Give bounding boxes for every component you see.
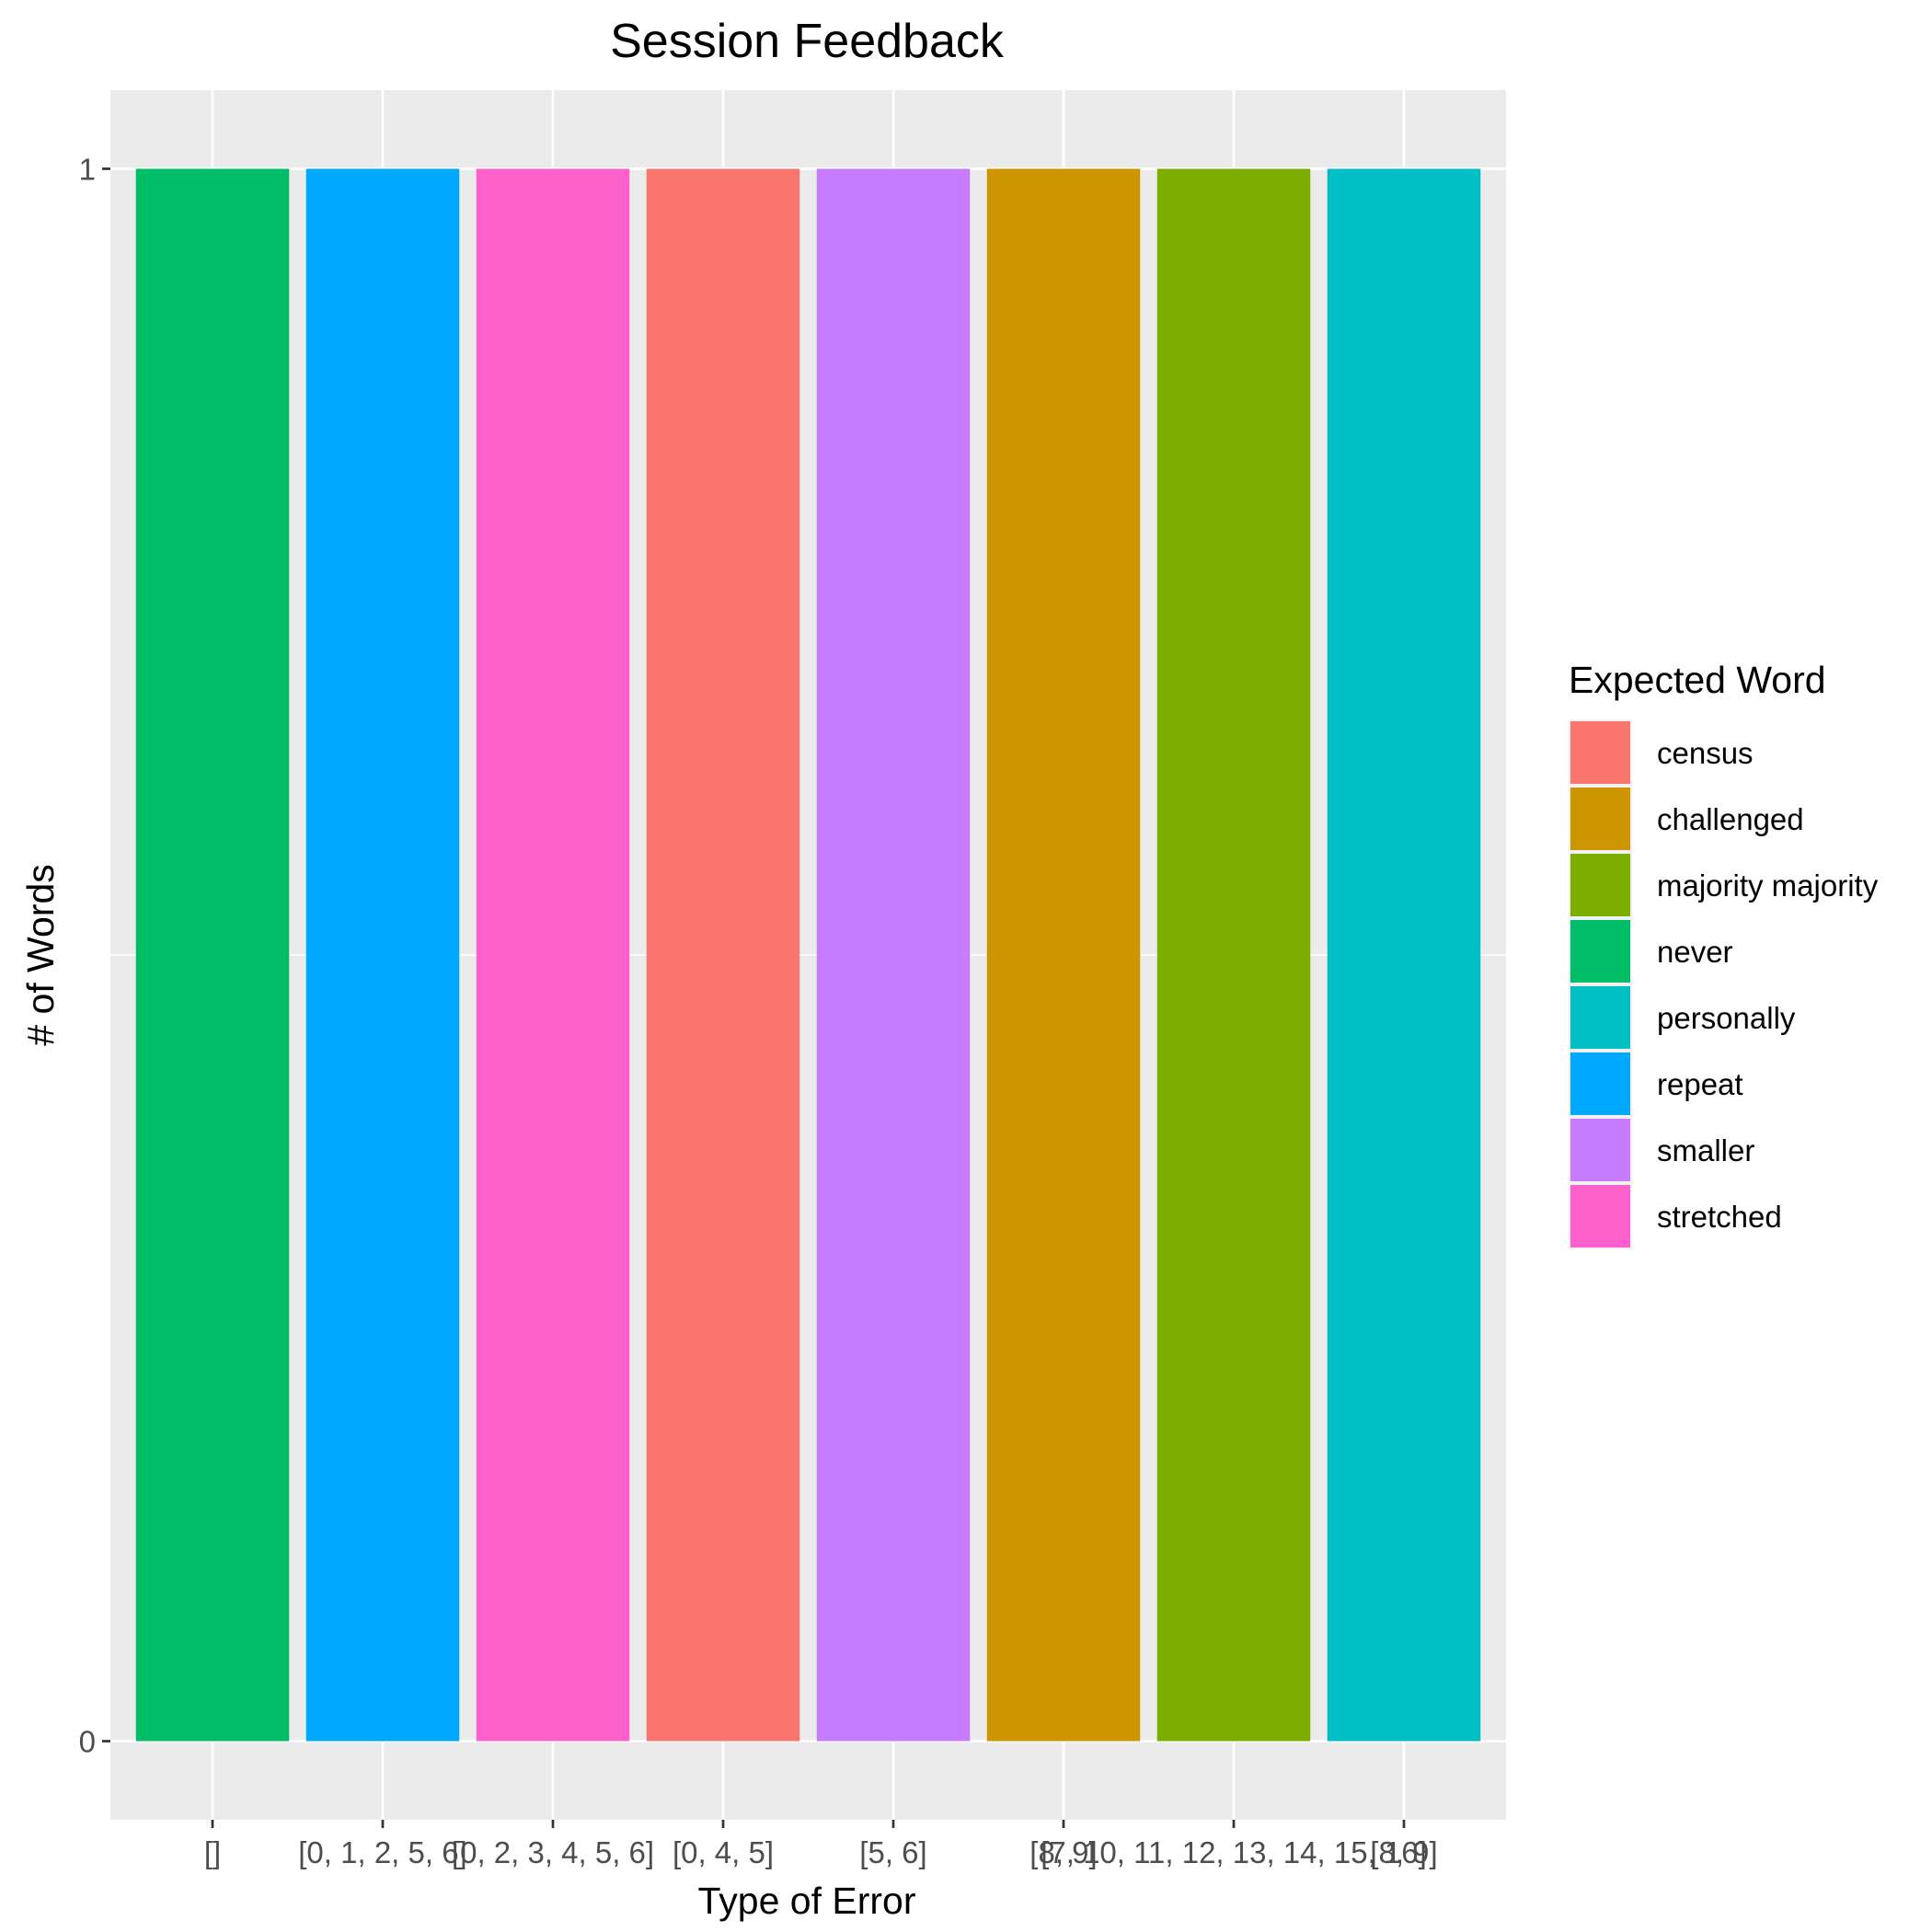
legend-label: repeat <box>1657 1067 1743 1101</box>
legend-label: challenged <box>1657 802 1804 836</box>
legend-swatch <box>1570 920 1630 983</box>
legend-label: smaller <box>1657 1133 1754 1167</box>
x-tick-label: [0, 2, 3, 4, 5, 6] <box>452 1835 654 1869</box>
legend-title: Expected Word <box>1569 659 1826 701</box>
y-axis: 01 <box>79 152 110 1759</box>
x-tick-label: [8, 9] <box>1029 1835 1097 1869</box>
legend-label: never <box>1657 935 1733 969</box>
legend-swatch <box>1570 788 1630 850</box>
legend-label: majority majority <box>1657 868 1879 903</box>
legend-swatch <box>1570 1185 1630 1248</box>
x-tick-label: [7, 10, 11, 12, 13, 14, 15, 16] <box>1041 1835 1427 1869</box>
bar <box>986 168 1141 1742</box>
legend-swatch <box>1570 854 1630 916</box>
legend-swatch <box>1570 1052 1630 1115</box>
legend-swatch <box>1570 986 1630 1049</box>
bars <box>135 168 1481 1742</box>
bar <box>1327 168 1481 1742</box>
bar <box>135 168 290 1742</box>
bar <box>476 168 630 1742</box>
x-tick-label: [5, 6] <box>859 1835 926 1869</box>
x-tick-label: [] <box>204 1835 221 1869</box>
x-tick-label: [8, 9] <box>1370 1835 1437 1869</box>
chart-title: Session Feedback <box>610 15 1005 68</box>
legend-label: census <box>1657 736 1754 770</box>
x-tick-label: [0, 1, 2, 5, 6] <box>298 1835 466 1869</box>
y-tick-label: 0 <box>79 1725 96 1759</box>
legend-label: personally <box>1657 1001 1796 1035</box>
bar <box>816 168 971 1742</box>
bar <box>305 168 460 1742</box>
legend-swatch <box>1570 721 1630 784</box>
y-axis-title: # of Words <box>19 864 62 1046</box>
bar <box>646 168 800 1742</box>
legend: Expected Word census challenged majority m… <box>1569 659 1879 1249</box>
bar <box>1156 168 1311 1742</box>
x-axis-title: Type of Error <box>698 1880 916 1922</box>
legend-swatch <box>1570 1119 1630 1181</box>
legend-label: stretched <box>1657 1200 1782 1234</box>
x-axis: [] [0, 1, 2, 5, 6][0, 2, 3, 4, 5, 6] [0, 4… <box>204 1820 1438 1869</box>
x-tick-label: [0, 4, 5] <box>673 1835 774 1869</box>
y-tick-label: 1 <box>79 152 96 186</box>
